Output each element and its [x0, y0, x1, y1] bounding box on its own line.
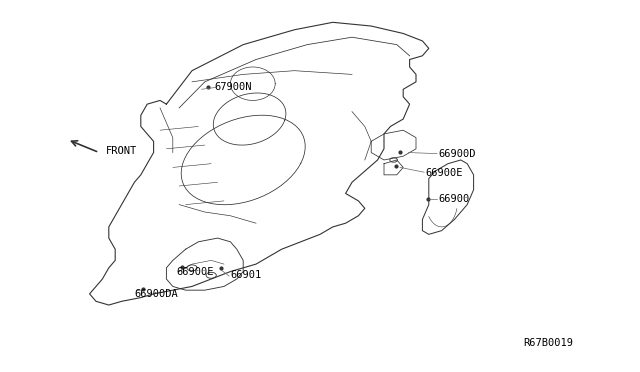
Text: 67900N: 67900N [214, 83, 252, 92]
Text: 66900: 66900 [438, 194, 470, 204]
Text: 66900E: 66900E [176, 267, 214, 276]
Text: R67B0019: R67B0019 [523, 338, 573, 348]
Text: 66900E: 66900E [426, 168, 463, 178]
Text: FRONT: FRONT [106, 146, 137, 155]
Text: 66901: 66901 [230, 270, 262, 280]
Text: 66900DA: 66900DA [134, 289, 178, 299]
Text: 66900D: 66900D [438, 150, 476, 159]
